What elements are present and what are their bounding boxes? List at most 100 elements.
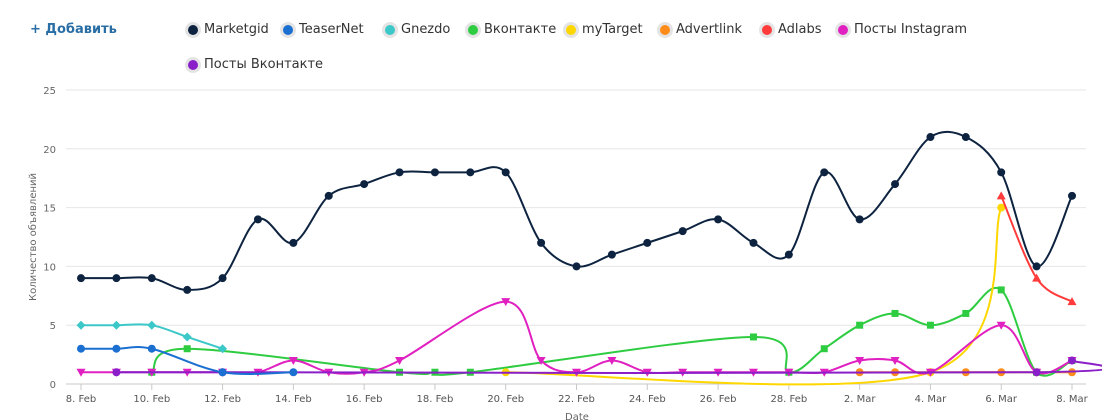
data-point[interactable] <box>147 344 156 353</box>
data-point[interactable] <box>218 274 227 283</box>
y-tick-label: 20 <box>43 145 56 156</box>
legend-item-вконтакте[interactable]: Вконтакте <box>468 22 556 37</box>
data-point[interactable] <box>926 321 934 329</box>
x-tick-label: 14. Feb <box>275 394 312 405</box>
legend-item-teasernet[interactable]: TeaserNet <box>283 22 364 37</box>
legend-marker <box>566 24 576 35</box>
data-point[interactable] <box>537 238 546 247</box>
data-point[interactable] <box>749 333 757 341</box>
x-tick-label: 12. Feb <box>204 394 241 405</box>
data-point[interactable] <box>962 309 970 317</box>
data-point[interactable] <box>1068 356 1076 365</box>
data-point[interactable] <box>643 238 652 247</box>
data-point[interactable] <box>926 133 935 142</box>
data-point[interactable] <box>1032 262 1041 271</box>
data-point[interactable] <box>501 168 510 177</box>
legend-marker <box>283 24 293 35</box>
x-tick-label: 6. Mar <box>985 394 1017 405</box>
data-point[interactable] <box>147 320 157 330</box>
x-tick-label: 16. Feb <box>346 394 383 405</box>
x-tick-label: 8. Feb <box>66 394 96 405</box>
series-line <box>1000 195 1073 303</box>
legend-item-gnezdo[interactable]: Gnezdo <box>385 22 450 37</box>
data-point[interactable] <box>820 168 829 177</box>
legend-item-marketgid[interactable]: Marketgid <box>188 22 269 37</box>
data-point[interactable] <box>112 344 121 353</box>
data-point[interactable] <box>395 168 404 177</box>
legend-item-mytarget[interactable]: myTarget <box>566 22 643 37</box>
data-point[interactable] <box>997 203 1006 212</box>
series-line <box>505 207 1003 386</box>
data-point[interactable] <box>820 345 828 353</box>
data-point[interactable] <box>572 262 581 271</box>
data-point[interactable] <box>218 344 228 354</box>
y-tick-label: 0 <box>50 380 56 391</box>
data-point[interactable] <box>111 320 121 330</box>
data-point[interactable] <box>678 227 687 236</box>
data-point[interactable] <box>749 238 758 247</box>
data-point[interactable] <box>395 356 405 365</box>
data-point[interactable] <box>1068 191 1076 200</box>
series-marketgid <box>77 130 1076 294</box>
series-teasernet <box>77 344 298 377</box>
data-point[interactable] <box>183 345 191 353</box>
data-point[interactable] <box>182 332 192 342</box>
legend-marker <box>762 24 772 35</box>
data-point[interactable] <box>891 309 899 317</box>
legend-label: Вконтакте <box>484 22 557 37</box>
data-point[interactable] <box>855 356 865 365</box>
data-point[interactable] <box>253 215 262 224</box>
data-point[interactable] <box>784 250 793 259</box>
legend-item-посты-вконтакте[interactable]: Посты Вконтакте <box>188 57 323 72</box>
legend-item-advertlink[interactable]: Advertlink <box>660 22 742 37</box>
legend-item-adlabs[interactable]: Adlabs <box>762 22 822 37</box>
data-point[interactable] <box>76 320 86 330</box>
data-point[interactable] <box>77 344 85 353</box>
data-point[interactable] <box>997 286 1005 294</box>
data-point[interactable] <box>607 250 616 259</box>
data-point[interactable] <box>607 356 617 365</box>
x-tick-label: 20. Feb <box>487 394 524 405</box>
data-point[interactable] <box>77 274 85 283</box>
legend-item-посты-instagram[interactable]: Посты Instagram <box>838 22 967 37</box>
data-point[interactable] <box>1067 297 1077 306</box>
data-point[interactable] <box>714 215 723 224</box>
series-gnezdo <box>76 320 228 354</box>
data-point[interactable] <box>76 368 86 377</box>
data-point[interactable] <box>112 368 121 377</box>
data-point[interactable] <box>360 180 369 189</box>
data-point[interactable] <box>430 168 439 177</box>
data-point[interactable] <box>324 191 333 200</box>
data-point[interactable] <box>218 368 227 377</box>
data-point[interactable] <box>856 321 864 329</box>
data-point[interactable] <box>289 368 298 377</box>
data-point[interactable] <box>147 274 156 283</box>
add-button[interactable]: + Добавить <box>30 22 117 37</box>
series-adlabs <box>996 191 1077 306</box>
data-point[interactable] <box>996 191 1006 200</box>
data-point[interactable] <box>890 356 900 365</box>
data-point[interactable] <box>466 168 475 177</box>
data-point[interactable] <box>112 274 121 283</box>
series-посты-instagram <box>76 298 1077 377</box>
series-line <box>81 300 1073 375</box>
data-point[interactable] <box>501 298 511 307</box>
data-point[interactable] <box>961 133 970 142</box>
x-axis-title: Date <box>565 412 589 420</box>
data-point[interactable] <box>855 215 864 224</box>
legend-marker <box>188 24 198 35</box>
data-point[interactable] <box>1032 368 1041 377</box>
y-axis-title: Количество объявлений <box>28 173 39 301</box>
data-point[interactable] <box>997 168 1006 177</box>
legend-label: Adlabs <box>778 22 822 37</box>
data-point[interactable] <box>536 356 546 365</box>
data-point[interactable] <box>289 238 298 247</box>
data-point[interactable] <box>288 356 298 365</box>
data-point[interactable] <box>183 285 192 294</box>
data-point[interactable] <box>891 180 900 189</box>
legend-label: Gnezdo <box>401 22 451 37</box>
series-line <box>81 130 1073 291</box>
data-point[interactable] <box>996 321 1006 330</box>
data-point[interactable] <box>1032 273 1042 282</box>
